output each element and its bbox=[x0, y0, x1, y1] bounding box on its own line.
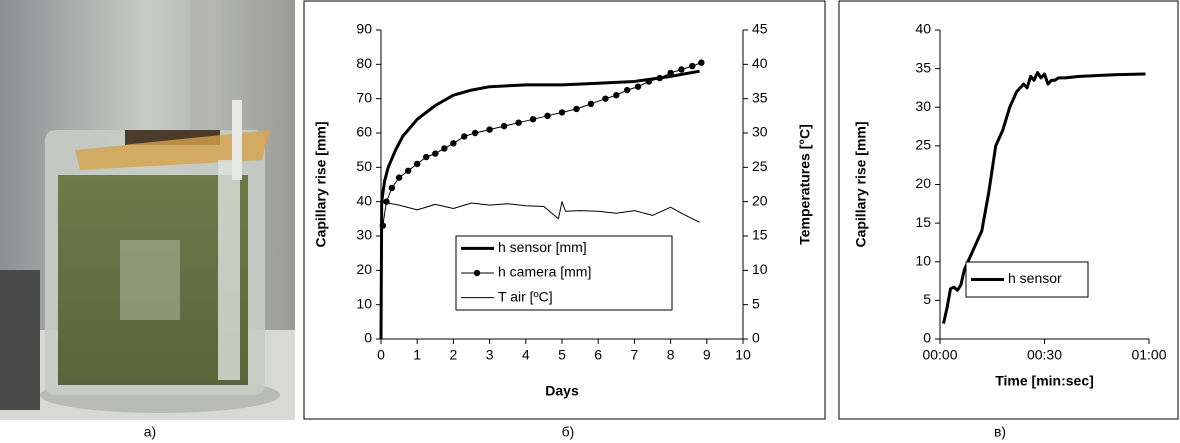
point bbox=[441, 145, 448, 152]
y-tick-label: 25 bbox=[915, 137, 931, 153]
y2-tick-label: 5 bbox=[752, 295, 760, 311]
series-line bbox=[942, 71, 1146, 324]
point bbox=[529, 116, 537, 123]
point bbox=[678, 66, 685, 73]
legend-label: T air [ºC] bbox=[498, 288, 553, 304]
y2-tick-label: 0 bbox=[752, 330, 760, 346]
y2-tick-label: 25 bbox=[752, 158, 768, 174]
x-axis-title: Time [min:sec] bbox=[995, 373, 1094, 389]
y-axis-title: Capillary rise [mm] bbox=[313, 121, 329, 247]
y-tick-label: 40 bbox=[915, 21, 931, 37]
y2-tick-label: 40 bbox=[752, 55, 768, 71]
point bbox=[698, 59, 705, 66]
point bbox=[587, 100, 595, 108]
legend-label: h sensor [mm] bbox=[498, 239, 587, 255]
y-tick-label: 30 bbox=[915, 98, 931, 114]
point bbox=[602, 95, 609, 102]
panel-label: a) bbox=[144, 424, 156, 440]
point bbox=[500, 122, 508, 130]
x-tick-label: 10 bbox=[735, 347, 751, 363]
y-tick-label: 50 bbox=[356, 158, 372, 174]
y-tick-label: 80 bbox=[356, 55, 372, 71]
x-tick-label: 1 bbox=[413, 347, 421, 363]
point bbox=[423, 153, 430, 161]
series-line bbox=[380, 201, 700, 223]
chart: 0 5 10 15 20 25 30 35 40 00:00 00:30 01:00 Time [min… bbox=[838, 0, 1179, 440]
point bbox=[395, 174, 403, 181]
point bbox=[689, 62, 696, 70]
point bbox=[486, 126, 493, 133]
x-axis-title: Days bbox=[545, 383, 579, 399]
point bbox=[450, 140, 457, 147]
y-axis-title: Capillary rise [mm] bbox=[853, 121, 869, 247]
x-tick-label: 5 bbox=[558, 347, 566, 363]
x-tick-label: 01:00 bbox=[1131, 347, 1166, 363]
y-tick-label: 15 bbox=[915, 214, 931, 230]
point bbox=[383, 198, 390, 205]
point bbox=[379, 222, 387, 229]
point bbox=[461, 133, 468, 140]
point bbox=[558, 109, 566, 116]
x-tick-label: 9 bbox=[703, 347, 711, 363]
y2-tick-label: 35 bbox=[752, 89, 768, 105]
y-tick-label: 35 bbox=[915, 59, 931, 75]
y-tick-label: 60 bbox=[356, 124, 372, 140]
y-tick-label: 20 bbox=[356, 261, 372, 277]
point bbox=[623, 86, 631, 94]
y2-tick-label: 15 bbox=[752, 227, 768, 243]
x-tick-label: 7 bbox=[631, 347, 639, 363]
photo bbox=[0, 0, 295, 420]
x-tick-label: 0 bbox=[377, 347, 385, 363]
x-tick-label: 3 bbox=[486, 347, 494, 363]
chart-frame bbox=[838, 0, 1179, 420]
x-tick-label: 8 bbox=[667, 347, 675, 363]
y-tick-label: 10 bbox=[356, 295, 372, 311]
y2-tick-label: 45 bbox=[752, 21, 768, 37]
point bbox=[404, 167, 412, 174]
point bbox=[656, 74, 663, 82]
y-tick-label: 70 bbox=[356, 89, 372, 105]
legend-label: h sensor bbox=[1008, 270, 1062, 286]
point bbox=[573, 105, 580, 113]
chart-frame bbox=[303, 0, 826, 420]
y2-tick-label: 30 bbox=[752, 124, 768, 140]
legend-label: h camera [mm] bbox=[498, 264, 591, 280]
point bbox=[414, 160, 421, 168]
series-line bbox=[382, 62, 702, 226]
point bbox=[388, 184, 396, 192]
y-tick-label: 40 bbox=[356, 192, 372, 208]
panel-label: б) bbox=[562, 424, 575, 440]
point bbox=[613, 92, 620, 99]
x-tick-label: 00:00 bbox=[922, 347, 957, 363]
point bbox=[634, 83, 642, 90]
point bbox=[515, 119, 522, 126]
legend-marker bbox=[473, 269, 481, 277]
y-tick-label: 0 bbox=[364, 330, 372, 346]
y2-tick-label: 20 bbox=[752, 192, 768, 208]
y2-axis-title: Temperatures [°C] bbox=[797, 124, 813, 244]
point bbox=[645, 78, 653, 85]
y-tick-label: 90 bbox=[356, 21, 372, 37]
y-tick-label: 20 bbox=[915, 175, 931, 191]
x-tick-label: 6 bbox=[594, 347, 602, 363]
y2-tick-label: 10 bbox=[752, 261, 768, 277]
y-tick-label: 5 bbox=[923, 291, 931, 307]
x-tick-label: 00:30 bbox=[1027, 347, 1062, 363]
y-tick-label: 10 bbox=[915, 252, 931, 268]
point bbox=[544, 112, 551, 120]
point bbox=[471, 129, 479, 137]
point bbox=[667, 69, 674, 77]
point bbox=[432, 150, 439, 157]
x-tick-label: 4 bbox=[522, 347, 530, 363]
panel-label: в) bbox=[994, 424, 1006, 440]
y-tick-label: 0 bbox=[923, 330, 931, 346]
series-line bbox=[379, 69, 700, 340]
y-tick-label: 30 bbox=[356, 227, 372, 243]
x-tick-label: 2 bbox=[450, 347, 458, 363]
